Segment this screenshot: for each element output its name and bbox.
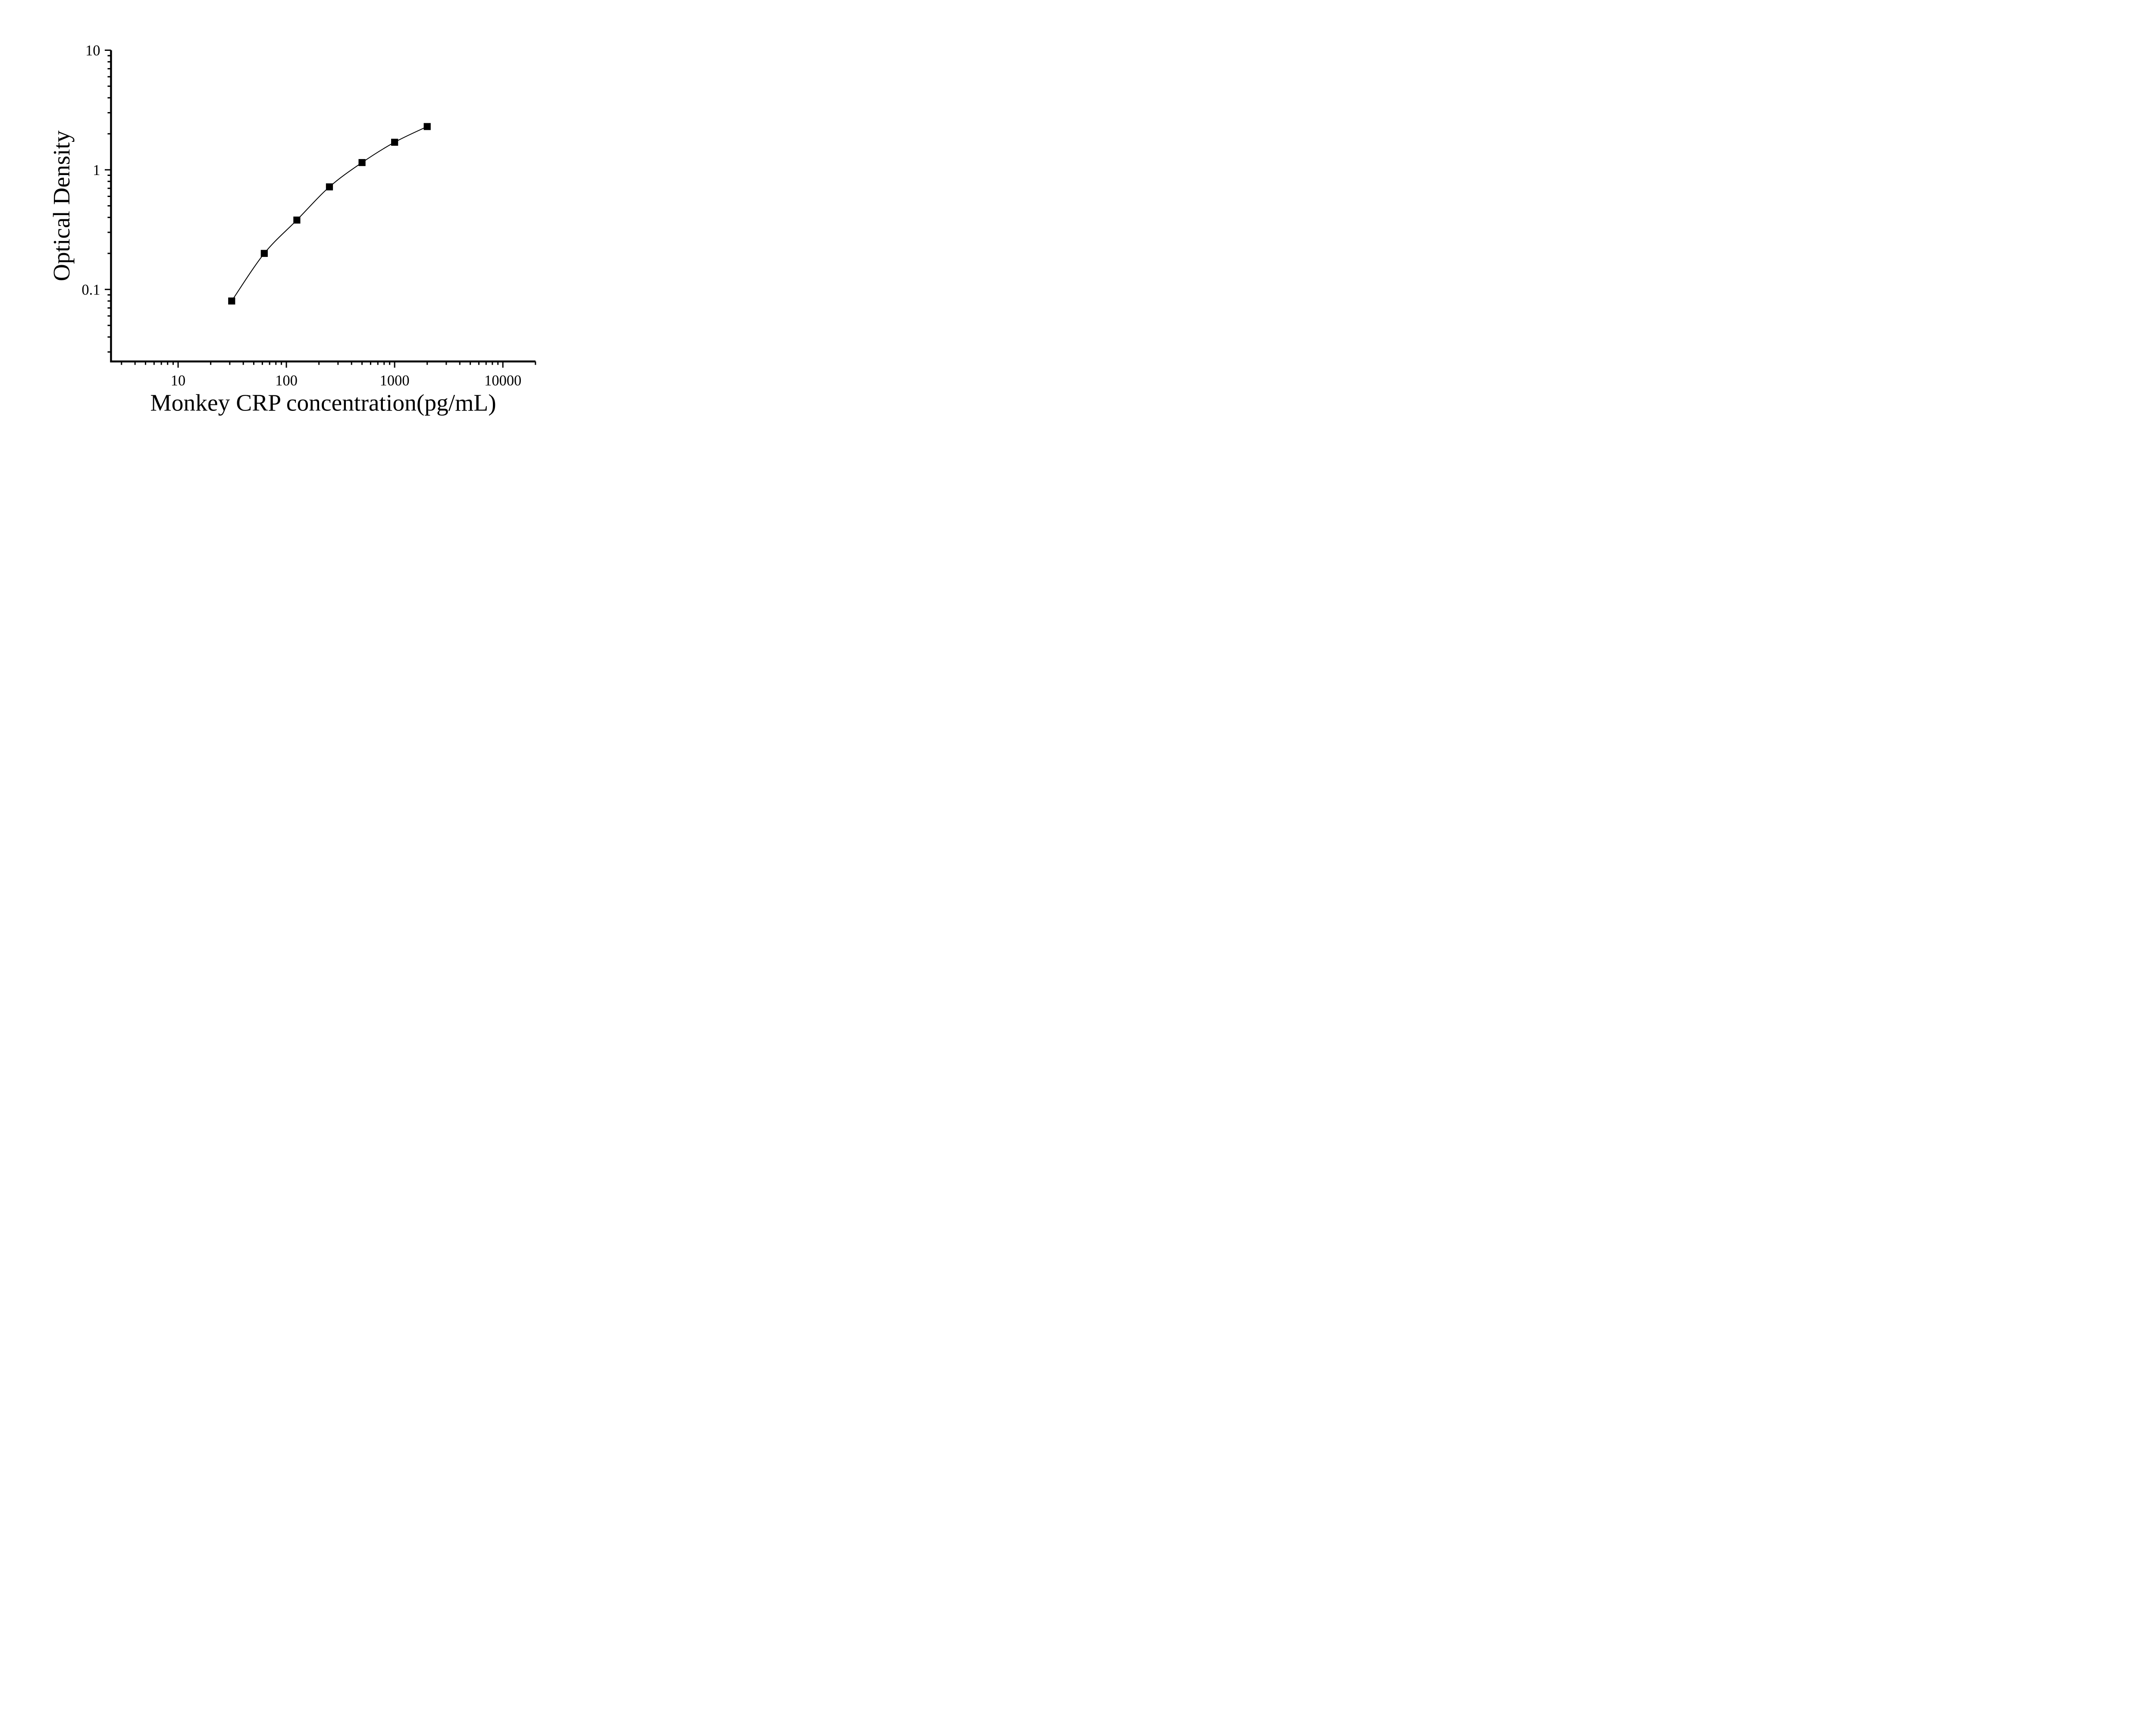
data-point-marker — [423, 123, 431, 130]
data-point-marker — [260, 250, 268, 257]
data-point-marker — [391, 138, 398, 146]
standard-curve-chart: 10 100 1000 10000 10 1 0.1 Monkey CRP concentra… — [49, 42, 536, 416]
x-axis-tick-label: 10 — [171, 372, 185, 389]
data-point-marker — [228, 297, 235, 305]
axis-spines — [110, 50, 536, 363]
y-axis-tick-label: 10 — [85, 42, 100, 59]
x-axis: 10 100 1000 10000 — [121, 361, 536, 389]
x-axis-tick-label: 1000 — [380, 372, 410, 389]
x-axis-title: Monkey CRP concentration(pg/mL) — [150, 390, 496, 416]
y-axis: 10 1 0.1 — [81, 42, 111, 353]
x-axis-tick-label: 100 — [275, 372, 298, 389]
y-axis-title: Optical Density — [49, 130, 75, 281]
y-axis-tick-label: 1 — [93, 162, 100, 178]
curve-line — [231, 126, 428, 301]
chart-canvas: 10 100 1000 10000 10 1 0.1 Monkey CRP concentra… — [0, 0, 620, 433]
data-point-marker — [293, 216, 301, 224]
data-point-marker — [358, 159, 366, 166]
y-axis-tick-label: 0.1 — [81, 282, 100, 298]
x-axis-tick-label: 10000 — [484, 372, 521, 389]
data-point-marker — [326, 183, 333, 191]
